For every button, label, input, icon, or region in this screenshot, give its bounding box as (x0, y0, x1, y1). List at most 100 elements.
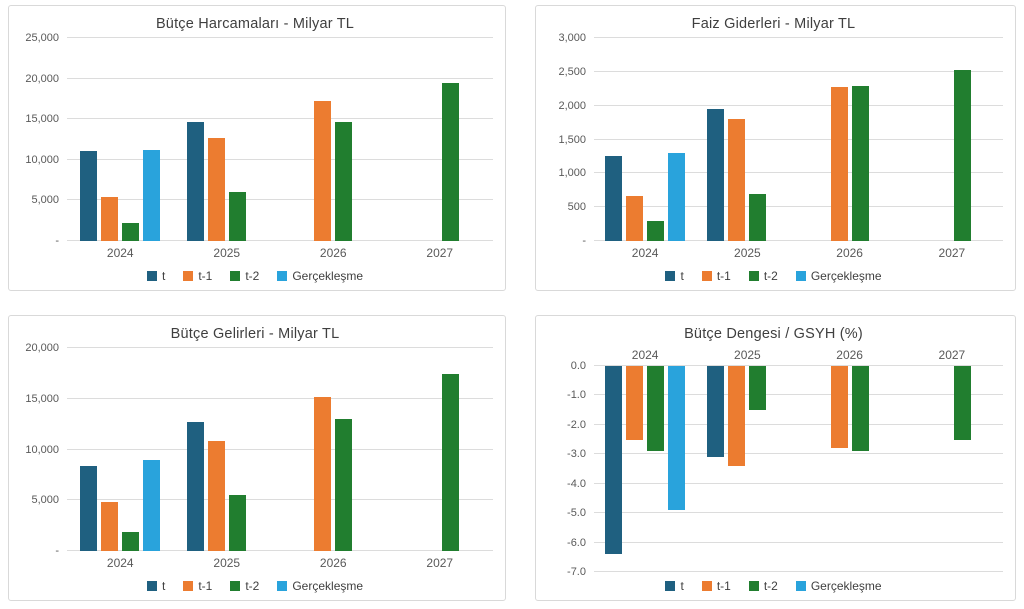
gridline (67, 158, 493, 160)
bar-gerceklesme-2024 (143, 150, 161, 241)
bar-t-2024 (605, 366, 623, 555)
legend-label: t-2 (245, 579, 260, 593)
plot-area (67, 37, 493, 241)
legend: t t-1 t-2 Gerçekleşme (544, 572, 1003, 596)
legend-item-gerceklesme: Gerçekleşme (795, 579, 882, 593)
category-label-2027: 2027 (426, 246, 454, 260)
bar-t-2025 (186, 121, 204, 241)
legend-swatch-t-1 (701, 271, 712, 281)
bar-t-2024 (80, 465, 98, 551)
category-axis: 2024 2025 2026 2027 (67, 241, 493, 262)
y-tick-label: 10,000 (25, 153, 59, 166)
plot-area (594, 37, 1003, 241)
legend-swatch-t-1 (183, 581, 194, 591)
legend-label: t-2 (245, 269, 260, 283)
chart-panel-butce-dengesi: Bütçe Dengesi / GSYH (%) 2024 2025 2026 202… (535, 315, 1016, 601)
plot: 20,000 15,000 10,000 5,000 - (17, 342, 493, 557)
legend-label: t (161, 269, 166, 283)
bar-t-1-2025 (207, 441, 225, 551)
plot: 0.0 -1.0 -2.0 -3.0 -4.0 -5.0 -6.0 -7.0 (544, 360, 1003, 578)
legend-swatch-t (146, 271, 157, 281)
category-label-2027: 2027 (426, 556, 454, 570)
y-tick-label: 15,000 (25, 113, 59, 126)
legend-item-t: t (665, 579, 684, 593)
bar-t-2-2025 (228, 495, 246, 551)
legend-item-t: t (146, 579, 165, 593)
bar-t-2-2024 (122, 531, 140, 551)
y-tick-label: 15,000 (25, 392, 59, 405)
gridline (67, 448, 493, 450)
gridline (67, 199, 493, 201)
gridline (594, 571, 1003, 572)
bar-group-2027 (387, 38, 494, 241)
bar-t-2-2025 (749, 366, 767, 411)
y-tick-label: - (582, 235, 586, 247)
plot: 25,000 20,000 15,000 10,000 5,000 - (17, 32, 493, 247)
y-tick-label: 1,000 (558, 167, 586, 180)
gridline (67, 397, 493, 399)
bar-t-2-2027 (953, 366, 971, 440)
bar-t-1-2024 (101, 502, 119, 551)
bar-group-2024 (594, 38, 696, 241)
legend-label: t-2 (763, 579, 778, 593)
y-axis: 25,000 20,000 15,000 10,000 5,000 - (17, 32, 67, 247)
bar-gerceklesme-2024 (668, 366, 686, 511)
bar-t-2-2026 (335, 121, 353, 241)
chart-panel-butce-harcamalari: Bütçe Harcamaları - Milyar TL 25,000 20,0… (8, 5, 506, 291)
legend-label: Gerçekleşme (292, 269, 364, 283)
bar-t-2-2026 (851, 86, 869, 241)
y-tick-label: - (55, 235, 59, 247)
category-axis: 2024 2025 2026 2027 (594, 348, 1003, 366)
bar-groups (594, 38, 1003, 241)
plot: 3,000 2,500 2,000 1,500 1,000 500 - (544, 32, 1003, 247)
chart-panel-faiz-giderleri: Faiz Giderleri - Milyar TL 3,000 2,500 2,0… (535, 5, 1016, 291)
y-tick-label: - (55, 545, 59, 557)
category-label-2024: 2024 (106, 246, 134, 260)
bar-t-1-2024 (626, 366, 644, 440)
bar-group-2025 (696, 38, 798, 241)
category-label-2027: 2027 (938, 246, 966, 260)
legend-swatch-t-1 (701, 581, 712, 591)
bar-t-2-2027 (441, 82, 459, 241)
y-tick-label: 2,500 (558, 65, 586, 78)
legend-item-t-1: t-1 (701, 579, 731, 593)
bar-t-2024 (80, 150, 98, 241)
category-axis: 2024 2025 2026 2027 (594, 241, 1003, 262)
bar-groups (594, 366, 1003, 572)
plot-area (594, 365, 1003, 572)
chart-title: Faiz Giderleri - Milyar TL (691, 16, 856, 32)
bar-group-2026 (799, 38, 901, 241)
bar-t-1-2025 (728, 119, 746, 241)
y-tick-label: -1.0 (567, 389, 586, 402)
bar-group-2026 (799, 366, 901, 572)
bar-t-1-2026 (314, 396, 332, 551)
bar-t-2-2024 (647, 221, 665, 241)
gridline (594, 172, 1003, 174)
y-tick-label: 0.0 (570, 360, 586, 372)
legend-label: Gerçekleşme (810, 269, 882, 283)
gridline (594, 37, 1003, 38)
bar-t-2025 (707, 109, 725, 241)
legend-swatch-gerceklesme (277, 581, 288, 591)
plot-area (67, 347, 493, 551)
legend-item-gerceklesme: Gerçekleşme (277, 579, 363, 593)
bar-groups (67, 38, 493, 241)
y-tick-label: -5.0 (567, 507, 586, 520)
bar-t-2-2026 (335, 419, 353, 551)
gridline (67, 550, 493, 551)
chart-panel-butce-gelirleri: Bütçe Gelirleri - Milyar TL 20,000 15,000… (8, 315, 506, 601)
chart-area: 3,000 2,500 2,000 1,500 1,000 500-2024 2025 202… (544, 32, 1003, 286)
bar-group-2025 (696, 366, 798, 572)
legend-item-t-2: t-2 (230, 269, 259, 283)
bar-t-1-2026 (314, 101, 332, 241)
gridline (67, 347, 493, 348)
y-tick-label: 5,000 (31, 194, 59, 207)
bar-group-2024 (67, 38, 174, 241)
gridline (594, 365, 1003, 366)
chart-title: Bütçe Harcamaları - Milyar TL (155, 16, 355, 32)
bar-t-1-2025 (207, 137, 225, 241)
gridline (67, 499, 493, 501)
category-label-2024: 2024 (106, 556, 134, 570)
category-axis: 2024 2025 2026 2027 (67, 551, 493, 572)
